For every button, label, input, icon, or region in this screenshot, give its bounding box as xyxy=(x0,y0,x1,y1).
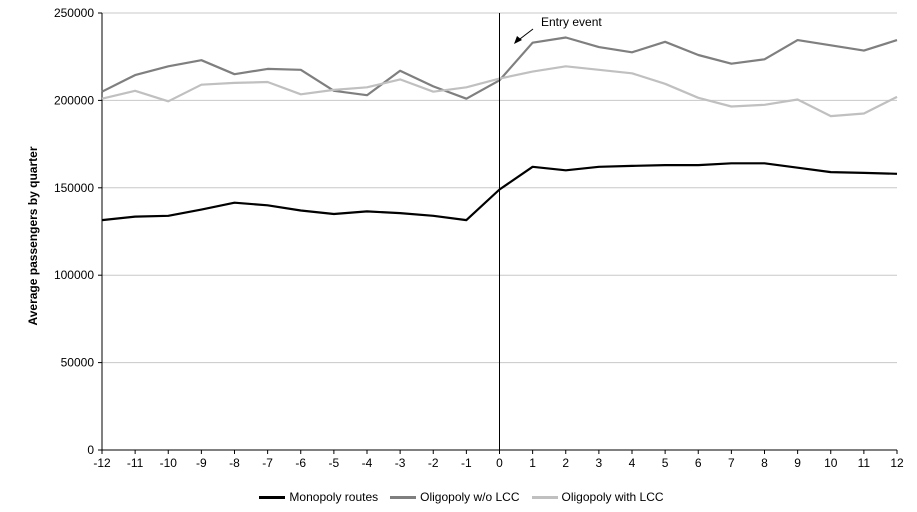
x-tick-label: 8 xyxy=(761,456,768,470)
legend-label-oligopoly-with-lcc: Oligopoly with LCC xyxy=(561,490,664,504)
y-tick-label: 0 xyxy=(87,443,94,457)
legend-item-oligopoly-wo-lcc: Oligopoly w/o LCC xyxy=(390,490,520,504)
x-tick-label: 0 xyxy=(496,456,503,470)
x-tick-label: 5 xyxy=(662,456,669,470)
x-tick-label: -9 xyxy=(196,456,207,470)
x-tick-label: -11 xyxy=(127,456,144,470)
y-tick-label: 250000 xyxy=(54,6,94,20)
x-tick-label: 2 xyxy=(562,456,569,470)
legend-item-oligopoly-with-lcc: Oligopoly with LCC xyxy=(531,490,664,504)
legend-item-monopoly: Monopoly routes xyxy=(259,490,378,504)
x-tick-label: -5 xyxy=(329,456,340,470)
legend: Monopoly routes Oligopoly w/o LCC Oligop… xyxy=(0,487,917,507)
x-tick-label: 9 xyxy=(794,456,801,470)
x-tick-label: 10 xyxy=(824,456,838,470)
legend-swatch-oligopoly-with-lcc xyxy=(531,495,558,499)
y-tick-label: 100000 xyxy=(54,268,94,282)
x-tick-label: 4 xyxy=(629,456,636,470)
y-tick-label: 200000 xyxy=(54,93,94,107)
x-tick-label: -8 xyxy=(229,456,240,470)
x-tick-label: 12 xyxy=(890,456,904,470)
x-tick-label: 1 xyxy=(529,456,536,470)
x-tick-label: -12 xyxy=(93,456,111,470)
legend-label-oligopoly-wo-lcc: Oligopoly w/o LCC xyxy=(420,490,520,504)
x-tick-label: 6 xyxy=(695,456,702,470)
legend-swatch-monopoly xyxy=(259,495,286,499)
x-tick-label: -1 xyxy=(461,456,472,470)
x-tick-label: 11 xyxy=(858,456,871,470)
x-tick-label: 3 xyxy=(596,456,603,470)
x-tick-label: -2 xyxy=(428,456,439,470)
x-tick-label: -7 xyxy=(262,456,273,470)
entry-event-annotation: Entry event xyxy=(541,15,602,29)
legend-label-monopoly: Monopoly routes xyxy=(289,490,379,504)
legend-swatch-oligopoly-wo-lcc xyxy=(390,495,417,499)
y-axis-title: Average passengers by quarter xyxy=(26,146,40,325)
y-tick-label: 50000 xyxy=(61,356,95,370)
y-tick-label: 150000 xyxy=(54,181,94,195)
x-tick-label: -10 xyxy=(160,456,178,470)
x-tick-label: -6 xyxy=(295,456,306,470)
x-tick-label: 7 xyxy=(728,456,735,470)
x-tick-label: -3 xyxy=(395,456,406,470)
x-tick-label: -4 xyxy=(362,456,373,470)
entry-event-arrowhead xyxy=(514,36,522,44)
